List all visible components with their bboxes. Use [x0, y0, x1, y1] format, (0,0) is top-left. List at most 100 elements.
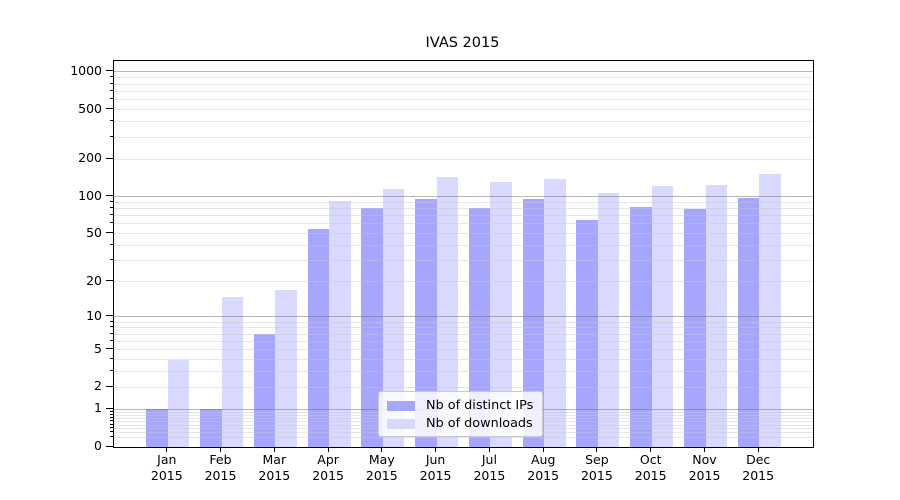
x-tick-mark: [542, 447, 544, 452]
gridline-minor: [114, 207, 813, 209]
gridline-minor: [114, 99, 813, 101]
x-label-year: 2015: [742, 467, 775, 483]
x-label-month: Oct: [639, 452, 662, 467]
gridline-minor: [114, 349, 813, 351]
bar-distinct-ips-oct: [630, 207, 652, 447]
x-label-year: 2015: [580, 467, 613, 483]
gridline-minor: [114, 321, 813, 323]
x-label-year: 2015: [365, 467, 398, 483]
x-tick-mark: [273, 447, 275, 452]
x-label-year: 2015: [258, 467, 291, 483]
y-axis-tick-label: 2: [94, 378, 102, 394]
x-label-year: 2015: [527, 467, 560, 483]
x-label-year: 2015: [204, 467, 237, 483]
x-label-month: Dec: [746, 452, 771, 467]
y-tick-mark-minor: [110, 120, 113, 122]
bar-distinct-ips-may: [361, 207, 383, 447]
x-tick-mark: [220, 447, 221, 452]
y-tick-mark-minor: [110, 423, 113, 425]
gridline-minor: [114, 386, 813, 388]
y-tick-mark: [106, 445, 113, 447]
gridline-minor: [114, 340, 813, 342]
bar-downloads-mar: [275, 290, 297, 447]
y-tick-mark-minor: [110, 108, 113, 109]
y-axis-tick-label: 1000: [70, 62, 102, 78]
gridline-minor: [114, 121, 813, 123]
gridline-minor: [114, 201, 813, 203]
gridline-minor: [114, 77, 813, 79]
bar-distinct-ips-jul: [468, 207, 491, 447]
legend-swatch: [387, 401, 415, 411]
y-tick-mark-minor: [110, 420, 113, 421]
y-axis-tick-label: 50: [86, 224, 102, 240]
y-tick-mark-minor: [110, 232, 113, 234]
y-tick-mark: [106, 407, 113, 409]
y-tick-mark-minor: [110, 348, 113, 350]
gridline-minor: [114, 244, 813, 246]
bar-downloads-sep: [597, 192, 620, 447]
gridline-minor: [114, 260, 813, 262]
y-axis-tick-label: 5: [94, 340, 102, 356]
gridline-major: [114, 196, 813, 197]
x-tick-mark: [757, 447, 759, 452]
gridline-minor: [114, 109, 813, 110]
bar-downloads-apr: [329, 200, 351, 447]
bar-distinct-ips-jan: [146, 409, 168, 447]
x-axis-tick-label: Nov 2015: [675, 452, 735, 483]
y-tick-mark-minor: [110, 385, 113, 387]
y-tick-mark-minor: [110, 320, 113, 322]
legend-item: Nb of distinct IPs: [387, 397, 534, 415]
x-axis-tick-label: Sep 2015: [567, 452, 627, 483]
x-axis-tick-label: Jan 2015: [137, 452, 197, 483]
x-tick-mark: [381, 447, 383, 452]
bar-downloads-jan: [167, 359, 190, 447]
bar-distinct-ips-sep: [576, 219, 598, 447]
y-tick-mark-minor: [110, 326, 113, 328]
y-axis-tick-label: 20: [86, 272, 102, 288]
x-label-month: Jan: [157, 452, 177, 467]
x-axis-tick-label: Jun 2015: [406, 452, 466, 483]
y-tick-mark: [106, 315, 113, 317]
y-tick-mark-minor: [110, 259, 113, 261]
x-axis-tick-label: Jul 2015: [459, 452, 519, 483]
y-tick-mark: [106, 195, 113, 196]
gridline-minor: [114, 436, 813, 438]
x-tick-mark: [166, 447, 168, 452]
x-axis-tick-label: Dec 2015: [728, 452, 788, 483]
y-tick-mark-minor: [110, 431, 113, 433]
y-tick-mark-minor: [110, 427, 113, 429]
y-axis-tick-label: 1: [94, 400, 102, 416]
gridline-minor: [114, 327, 813, 329]
y-tick-mark-minor: [110, 370, 113, 372]
bar-distinct-ips-feb: [200, 409, 222, 447]
x-axis-tick-label: Mar 2015: [244, 452, 304, 483]
x-label-month: Apr: [317, 452, 339, 467]
y-tick-mark-minor: [110, 243, 113, 245]
x-label-year: 2015: [473, 467, 506, 483]
gridline-minor: [114, 223, 813, 225]
bar-distinct-ips-apr: [307, 228, 330, 447]
gridline-minor: [114, 371, 813, 373]
x-label-month: May: [368, 452, 395, 467]
x-axis-tick-label: Apr 2015: [298, 452, 358, 483]
y-tick-mark-minor: [110, 135, 113, 137]
gridline-minor: [114, 359, 813, 361]
legend-box: Nb of distinct IPs Nb of downloads: [378, 391, 543, 437]
y-tick-mark: [106, 157, 113, 159]
y-tick-mark-minor: [110, 89, 113, 91]
y-tick-mark: [106, 70, 113, 72]
y-tick-mark-minor: [110, 410, 113, 412]
x-label-month: Mar: [262, 452, 287, 467]
y-tick-mark-minor: [110, 435, 113, 437]
gridline-minor: [114, 90, 813, 92]
bar-downloads-dec: [759, 174, 781, 447]
bar-distinct-ips-nov: [684, 209, 706, 447]
x-label-year: 2015: [634, 467, 667, 483]
y-tick-mark-minor: [110, 98, 113, 100]
plot-area: [113, 60, 814, 448]
x-label-month: Aug: [530, 452, 556, 467]
legend-label: Nb of downloads: [426, 416, 533, 431]
x-label-month: Jun: [425, 452, 446, 467]
gridline-minor: [114, 83, 813, 85]
